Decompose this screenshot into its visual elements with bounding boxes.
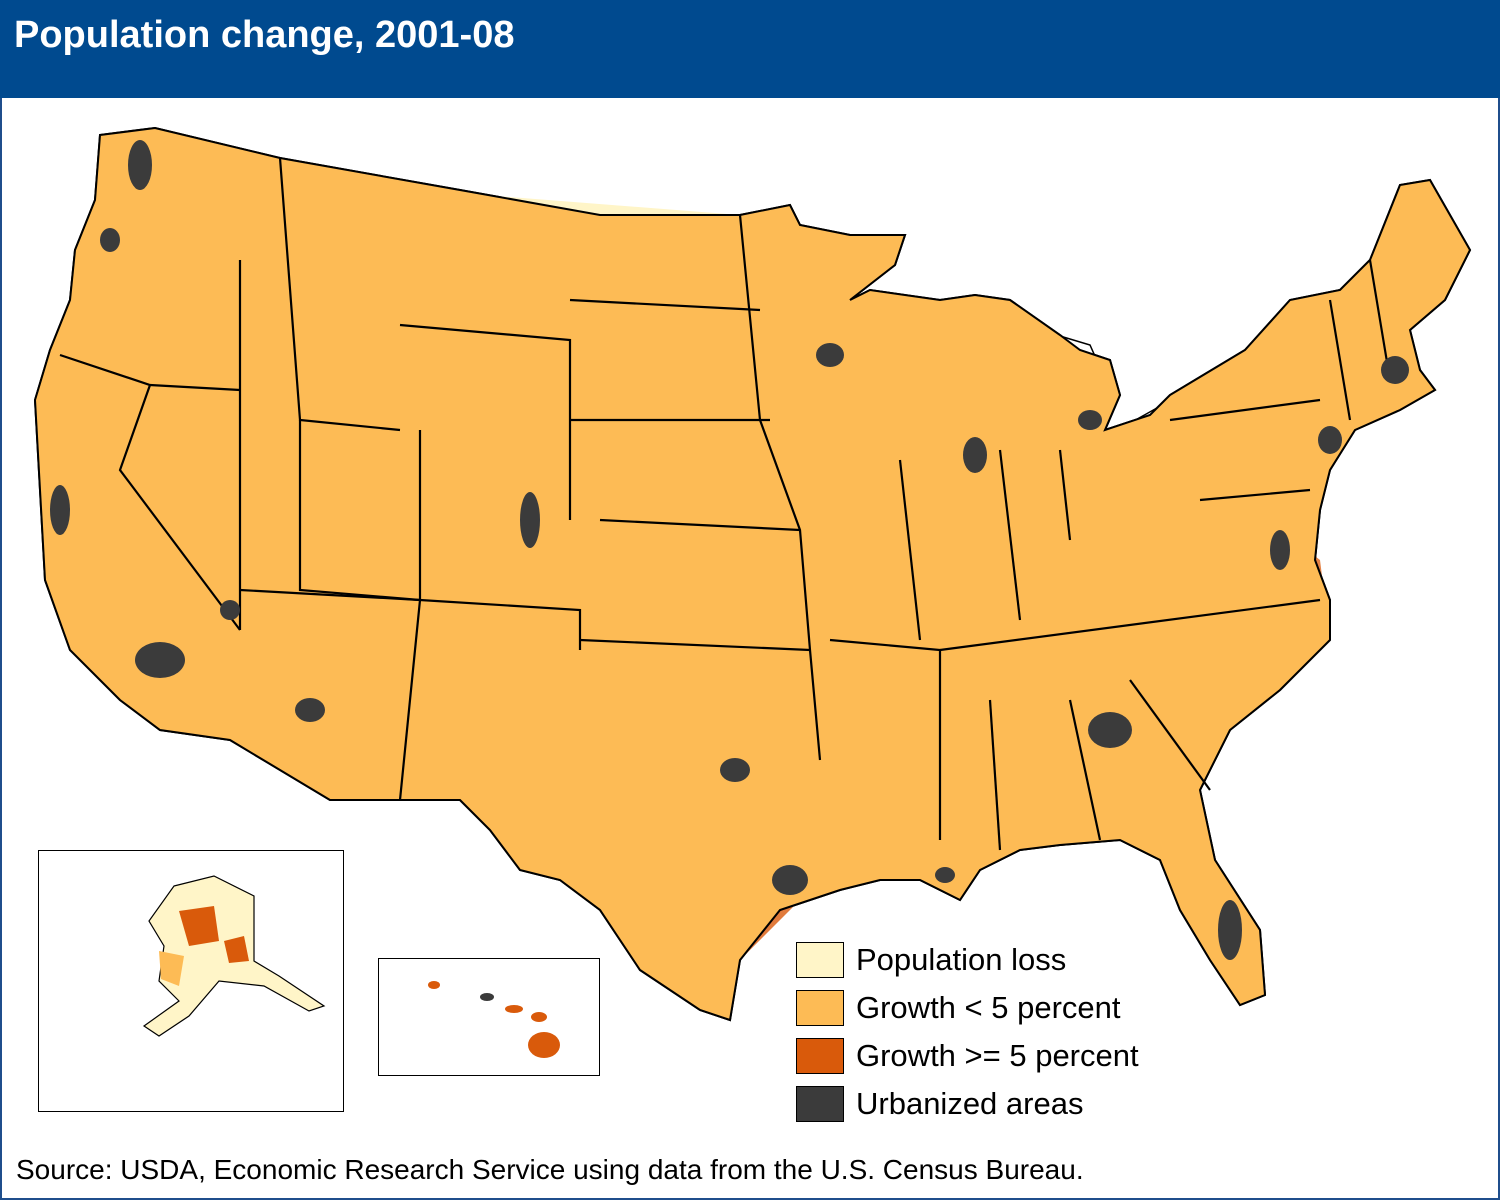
legend-item-growth-low: Growth < 5 percent bbox=[796, 984, 1139, 1032]
hawaii-island bbox=[528, 1032, 560, 1058]
alaska-map bbox=[142, 875, 326, 1037]
title-bar: Population change, 2001-08 bbox=[0, 0, 1500, 98]
hawaii-inset bbox=[378, 958, 600, 1076]
urbanized-areas bbox=[50, 140, 1409, 960]
urban-area bbox=[720, 758, 750, 782]
alaska-inset bbox=[38, 850, 344, 1112]
urban-area bbox=[935, 867, 955, 883]
legend-label: Growth < 5 percent bbox=[856, 990, 1121, 1025]
map-title: Population change, 2001-08 bbox=[14, 14, 515, 56]
urban-area bbox=[520, 492, 540, 548]
us-map bbox=[33, 126, 1472, 1022]
urban-area bbox=[295, 698, 325, 722]
alaska-growth bbox=[224, 936, 249, 963]
hawaii-island bbox=[428, 981, 440, 989]
urban-area bbox=[128, 140, 152, 190]
urban-area bbox=[1218, 900, 1242, 960]
legend-label: Growth >= 5 percent bbox=[856, 1038, 1139, 1073]
legend-swatch bbox=[796, 942, 844, 978]
alaska-growth bbox=[179, 906, 219, 946]
hawaii-island bbox=[505, 1005, 523, 1013]
hawaii-map bbox=[428, 981, 560, 1058]
legend-label: Urbanized areas bbox=[856, 1086, 1084, 1121]
urban-area bbox=[1381, 356, 1409, 384]
legend: Population loss Growth < 5 percent Growt… bbox=[796, 936, 1139, 1128]
hawaii-island bbox=[480, 993, 494, 1001]
urban-area bbox=[772, 865, 808, 895]
urban-area bbox=[100, 228, 120, 252]
legend-label: Population loss bbox=[856, 942, 1067, 977]
urban-area bbox=[816, 343, 844, 367]
state-borders bbox=[59, 157, 1392, 851]
urban-area bbox=[220, 600, 240, 620]
legend-item-urbanized: Urbanized areas bbox=[796, 1080, 1139, 1128]
legend-swatch bbox=[796, 990, 844, 1026]
urban-area bbox=[963, 437, 987, 473]
urban-area bbox=[50, 485, 70, 535]
legend-swatch bbox=[796, 1038, 844, 1074]
alaska-low-growth bbox=[159, 951, 184, 986]
urban-area bbox=[1088, 712, 1132, 748]
urban-area bbox=[135, 642, 185, 678]
urban-area bbox=[1270, 530, 1290, 570]
source-note: Source: USDA, Economic Research Service … bbox=[16, 1154, 1084, 1185]
urban-area bbox=[1318, 426, 1342, 454]
urban-area bbox=[1078, 410, 1102, 430]
hawaii-island bbox=[531, 1012, 547, 1022]
legend-item-growth-high: Growth >= 5 percent bbox=[796, 1032, 1139, 1080]
legend-swatch bbox=[796, 1086, 844, 1122]
legend-item-population-loss: Population loss bbox=[796, 936, 1139, 984]
